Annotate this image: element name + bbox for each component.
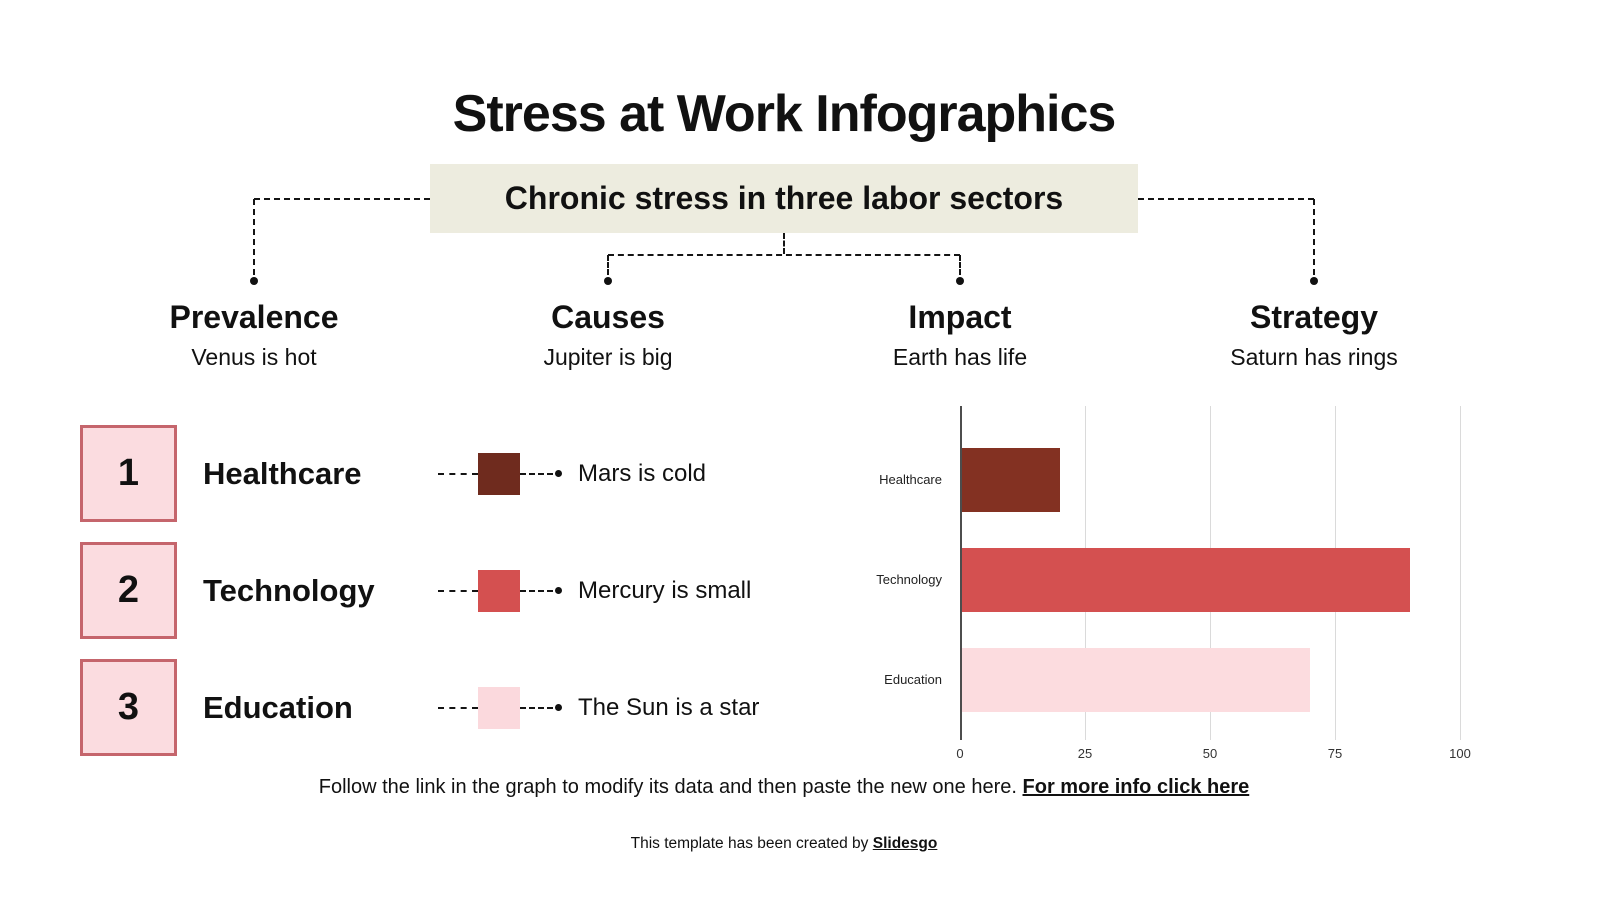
item-number: 2 bbox=[117, 569, 140, 611]
x-tick-label: 75 bbox=[1327, 746, 1343, 761]
column-heading: Prevalence bbox=[169, 299, 339, 335]
item-dash-line bbox=[438, 589, 478, 592]
connector-left-horizontal bbox=[254, 198, 430, 200]
bar-education bbox=[962, 648, 1310, 712]
item-label: Healthcare bbox=[203, 455, 362, 491]
credit-line: This template has been created by Slides… bbox=[0, 835, 1568, 853]
column-heading: Strategy bbox=[1249, 299, 1379, 335]
column-impact: Impact Earth has life bbox=[800, 273, 1120, 371]
more-info-link[interactable]: For more info click here bbox=[1022, 776, 1250, 798]
color-swatch-healthcare bbox=[478, 452, 520, 495]
x-tick-label: 25 bbox=[1077, 746, 1093, 761]
item-number-box: 3 bbox=[80, 659, 177, 756]
column-caption: Venus is hot bbox=[191, 344, 317, 370]
x-tick-label: 0 bbox=[956, 746, 964, 761]
item-number: 3 bbox=[117, 686, 140, 728]
subtitle-box: Chronic stress in three labor sectors bbox=[430, 164, 1138, 233]
list-item-healthcare: 1 Healthcare Mars is cold bbox=[80, 425, 706, 522]
x-tick-label: 100 bbox=[1449, 746, 1471, 761]
item-dash-line bbox=[520, 589, 553, 592]
item-dash-line bbox=[438, 706, 478, 709]
y-axis-line bbox=[960, 406, 962, 740]
connector-endpoint-dot bbox=[956, 277, 964, 285]
gridline bbox=[1460, 406, 1461, 740]
item-label: Technology bbox=[203, 572, 375, 608]
subtitle-text: Chronic stress in three labor sectors bbox=[504, 180, 1064, 216]
footer-instructions: Follow the link in the graph to modify i… bbox=[0, 776, 1568, 799]
item-number-box: 1 bbox=[80, 425, 177, 522]
connector-right-vertical bbox=[1313, 199, 1315, 275]
column-strategy: Strategy Saturn has rings bbox=[1154, 273, 1474, 371]
item-number-box: 2 bbox=[80, 542, 177, 639]
connector-endpoint-dot bbox=[604, 277, 612, 285]
category-label-education: Education bbox=[884, 672, 942, 687]
item-note: The Sun is a star bbox=[578, 693, 760, 721]
category-label-healthcare: Healthcare bbox=[879, 472, 942, 487]
connector-endpoint-dot bbox=[1310, 277, 1318, 285]
column-caption: Earth has life bbox=[892, 344, 1028, 370]
item-endpoint-dot bbox=[555, 704, 562, 711]
column-heading: Impact bbox=[908, 299, 1012, 335]
color-swatch-technology bbox=[478, 569, 520, 612]
column-heading: Causes bbox=[551, 299, 665, 335]
item-label: Education bbox=[203, 689, 353, 725]
column-caption: Saturn has rings bbox=[1230, 344, 1398, 370]
bar-technology bbox=[962, 548, 1410, 612]
column-caption: Jupiter is big bbox=[543, 344, 673, 370]
column-causes: Causes Jupiter is big bbox=[448, 273, 768, 371]
bar-chart[interactable]: 0 25 50 75 100 Healthcare Technology Education bbox=[860, 398, 1520, 773]
connector-left-vertical bbox=[253, 199, 255, 275]
item-dash-line bbox=[438, 472, 478, 475]
connector-endpoint-dot bbox=[250, 277, 258, 285]
credit-text: This template has been created by bbox=[630, 835, 873, 852]
connector-center-right-drop bbox=[959, 255, 961, 275]
slidesgo-link[interactable]: Slidesgo bbox=[872, 835, 938, 852]
list-item-technology: 2 Technology Mercury is small bbox=[80, 542, 751, 639]
category-label-technology: Technology bbox=[876, 572, 942, 587]
connector-center-horizontal bbox=[608, 254, 960, 256]
column-prevalence: Prevalence Venus is hot bbox=[94, 273, 414, 371]
list-item-education: 3 Education The Sun is a star bbox=[80, 659, 759, 756]
item-number: 1 bbox=[117, 452, 140, 494]
item-endpoint-dot bbox=[555, 587, 562, 594]
connector-right-horizontal bbox=[1138, 198, 1314, 200]
color-swatch-education bbox=[478, 686, 520, 729]
item-dash-line bbox=[520, 706, 553, 709]
connector-center-left-drop bbox=[607, 255, 609, 275]
bar-healthcare bbox=[962, 448, 1060, 512]
item-endpoint-dot bbox=[555, 470, 562, 477]
item-note: Mercury is small bbox=[578, 576, 752, 604]
item-note: Mars is cold bbox=[578, 459, 707, 487]
connector-center-stub bbox=[783, 233, 785, 254]
x-tick-label: 50 bbox=[1202, 746, 1218, 761]
page-title: Stress at Work Infographics bbox=[452, 85, 1117, 143]
footer-text: Follow the link in the graph to modify i… bbox=[318, 776, 1023, 798]
item-dash-line bbox=[520, 472, 553, 475]
